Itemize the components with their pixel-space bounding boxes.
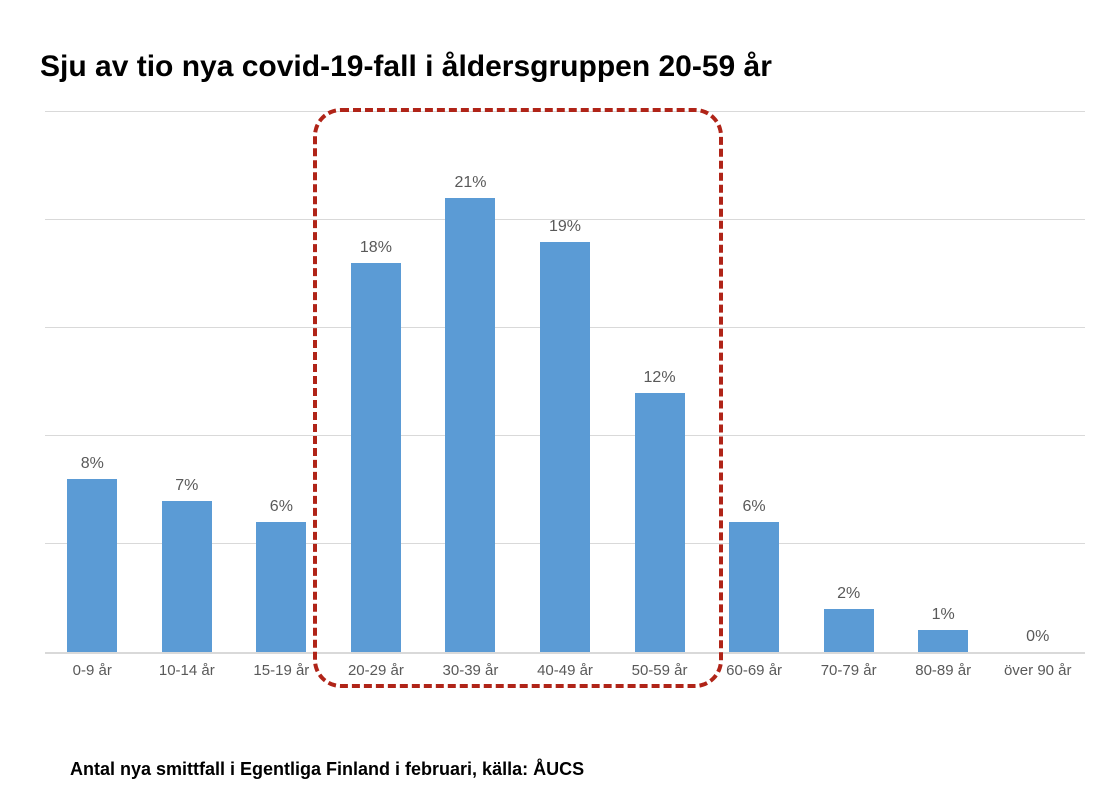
x-axis-label: 60-69 år <box>707 662 802 679</box>
x-axis-label: 15-19 år <box>234 662 329 679</box>
bar <box>540 242 590 652</box>
bar-value-label: 0% <box>1026 628 1049 646</box>
bar <box>445 198 495 652</box>
x-axis-label: 30-39 år <box>423 662 518 679</box>
bars: 8% 7% 6% 18% 21% 19% 12% 6% 2% 1% 0% <box>45 114 1085 652</box>
bar-value-label: 8% <box>81 455 104 473</box>
bar <box>162 501 212 652</box>
chart-container: Sju av tio nya covid-19-fall i åldersgru… <box>0 0 1107 780</box>
bar <box>351 263 401 652</box>
bar-slot: 1% <box>896 114 991 652</box>
x-axis-label: 0-9 år <box>45 662 140 679</box>
bar-value-label: 18% <box>360 239 392 257</box>
bar-value-label: 1% <box>932 606 955 624</box>
bar-slot: 18% <box>329 114 424 652</box>
plot-area: 8% 7% 6% 18% 21% 19% 12% 6% 2% 1% 0% <box>45 114 1085 654</box>
bar <box>67 479 117 652</box>
bar-value-label: 2% <box>837 585 860 603</box>
gridline <box>45 111 1085 112</box>
x-axis-labels: 0-9 år10-14 år15-19 år20-29 år30-39 år40… <box>45 662 1085 679</box>
bar-value-label: 21% <box>454 174 486 192</box>
x-axis-label: 50-59 år <box>612 662 707 679</box>
bar-value-label: 19% <box>549 218 581 236</box>
x-axis-label: över 90 år <box>990 662 1085 679</box>
bar <box>729 522 779 652</box>
bar-value-label: 7% <box>175 477 198 495</box>
bar-slot: 8% <box>45 114 140 652</box>
x-axis-label: 80-89 år <box>896 662 991 679</box>
x-axis-label: 40-49 år <box>518 662 613 679</box>
bar-value-label: 12% <box>644 369 676 387</box>
bar-slot: 6% <box>707 114 802 652</box>
bar-slot: 19% <box>518 114 613 652</box>
chart-title: Sju av tio nya covid-19-fall i åldersgru… <box>40 50 1077 84</box>
bar-value-label: 6% <box>270 498 293 516</box>
x-axis-label: 20-29 år <box>329 662 424 679</box>
bar <box>635 393 685 652</box>
bar <box>824 609 874 652</box>
bar <box>918 630 968 652</box>
x-axis-label: 70-79 år <box>801 662 896 679</box>
bar-slot: 6% <box>234 114 329 652</box>
chart-caption: Antal nya smittfall i Egentliga Finland … <box>70 759 1077 780</box>
bar-slot: 2% <box>801 114 896 652</box>
chart-wrap: 8% 7% 6% 18% 21% 19% 12% 6% 2% 1% 0% 0-9 år10-14 å… <box>45 114 1085 694</box>
bar-slot: 12% <box>612 114 707 652</box>
bar-slot: 0% <box>990 114 1085 652</box>
bar <box>256 522 306 652</box>
bar-slot: 7% <box>140 114 235 652</box>
x-axis-label: 10-14 år <box>140 662 235 679</box>
bar-value-label: 6% <box>743 498 766 516</box>
bar-slot: 21% <box>423 114 518 652</box>
